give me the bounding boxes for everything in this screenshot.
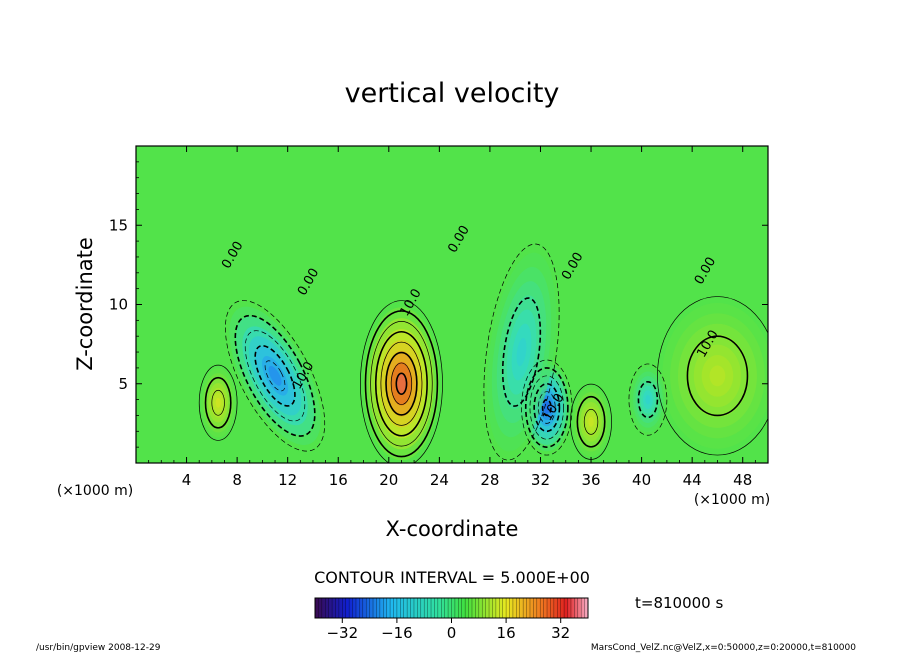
x-tick-label: 24 xyxy=(430,471,449,489)
field-layer xyxy=(396,372,407,395)
x-axis-label: X-coordinate xyxy=(386,517,519,541)
y-axis-label: Z-coordinate xyxy=(73,237,97,371)
contour-line xyxy=(360,300,443,463)
colorbar-ticks: −32 −16 0 16 32 xyxy=(326,618,570,642)
contour-line xyxy=(204,376,232,429)
contour-line xyxy=(234,314,316,437)
contour-line xyxy=(225,300,326,452)
contour-line xyxy=(483,243,560,461)
contour-line xyxy=(244,330,306,422)
contour-line xyxy=(583,408,599,435)
colorbar-stripes xyxy=(314,598,589,618)
contour-line xyxy=(533,382,561,433)
contour-line xyxy=(390,362,413,405)
x-tick-label: 8 xyxy=(232,471,242,489)
chart-title: vertical velocity xyxy=(345,78,560,109)
contour-lines xyxy=(198,243,768,463)
contour-line xyxy=(686,335,749,417)
contour-line xyxy=(374,330,428,437)
y-tick-label: 10 xyxy=(109,296,128,314)
time-label: t=810000 s xyxy=(635,594,723,612)
contour-line xyxy=(364,310,439,458)
contour-line xyxy=(395,372,408,395)
x-tick-label: 12 xyxy=(278,471,297,489)
contour-line xyxy=(198,364,238,441)
contour-line xyxy=(657,296,768,456)
contour-line xyxy=(628,363,668,436)
x-tick-label: 36 xyxy=(581,471,600,489)
colorbar-tick-label: 0 xyxy=(447,624,457,642)
field-layer xyxy=(516,337,527,367)
field-layer xyxy=(588,416,594,427)
velocity-field xyxy=(200,252,768,461)
field-layer xyxy=(709,365,726,387)
x-tick-label: 32 xyxy=(531,471,550,489)
plot-area xyxy=(136,146,768,463)
contour-line xyxy=(538,391,556,424)
footer-left: /usr/bin/gpview 2008-12-29 xyxy=(36,643,161,653)
y-tick-label: 5 xyxy=(118,375,128,393)
x-axis-unit: (×1000 m) xyxy=(694,492,770,508)
contour-line xyxy=(521,359,573,456)
colorbar-tick-label: 16 xyxy=(497,624,516,642)
x-tick-label: 48 xyxy=(733,471,752,489)
y-axis-ticks: 5 10 15 xyxy=(109,161,768,448)
contour-line xyxy=(211,389,225,416)
contour-line xyxy=(370,320,433,447)
contour-line xyxy=(385,351,418,416)
contour-line xyxy=(637,380,659,419)
footer-right: MarsCond_VelZ.nc@VelZ,x=0:50000,z=0:2000… xyxy=(591,643,856,653)
field-layer xyxy=(645,394,651,405)
x-tick-label: 40 xyxy=(632,471,651,489)
y-tick-label: 15 xyxy=(109,216,128,234)
contour-line xyxy=(264,360,286,392)
contour-line xyxy=(254,344,296,407)
field-layer xyxy=(543,401,551,414)
contour-interval-text: CONTOUR INTERVAL = 5.000E+00 xyxy=(314,568,590,587)
contour-line xyxy=(529,375,565,440)
x-tick-label: 28 xyxy=(480,471,499,489)
x-tick-label: 16 xyxy=(329,471,348,489)
x-axis-ticks: 4 8 12 16 20 24 28 32 36 40 44 48 xyxy=(148,146,756,489)
x-tick-label: 44 xyxy=(683,471,702,489)
contour-line xyxy=(524,367,569,448)
y-axis-unit: (×1000 m) xyxy=(57,483,133,499)
contour-line xyxy=(576,395,606,448)
field-layer xyxy=(215,397,221,408)
x-tick-label: 4 xyxy=(182,471,192,489)
colorbar-tick-label: −16 xyxy=(381,624,413,642)
contour-line xyxy=(380,341,423,426)
colorbar-tick-label: −32 xyxy=(326,624,358,642)
contour-line xyxy=(501,297,542,407)
colorbar-tick-label: 32 xyxy=(551,624,570,642)
field-layer xyxy=(268,365,282,386)
x-tick-label: 20 xyxy=(379,471,398,489)
